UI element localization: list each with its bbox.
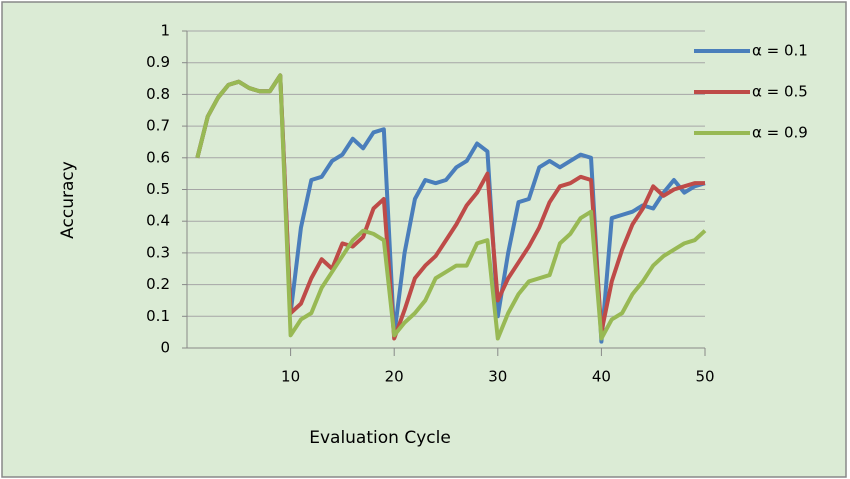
x-tick-label: 20 xyxy=(385,368,404,386)
y-tick-label: 0.9 xyxy=(146,53,170,71)
y-tick-label: 0.2 xyxy=(146,275,170,293)
y-tick-label: 1 xyxy=(160,22,170,40)
y-tick-label: 0.3 xyxy=(146,243,170,261)
x-tick-label: 40 xyxy=(592,368,611,386)
y-tick-label: 0 xyxy=(160,339,170,357)
y-tick-label: 0.4 xyxy=(146,212,170,230)
x-tick-label: 10 xyxy=(281,368,300,386)
y-tick-label: 0.5 xyxy=(146,180,170,198)
series-line xyxy=(195,73,707,341)
x-tick-label: 50 xyxy=(695,368,714,386)
y-tick-label: 0.6 xyxy=(146,148,170,166)
y-tick-label: 0.8 xyxy=(146,85,170,103)
x-axis-title: Evaluation Cycle xyxy=(309,428,451,448)
legend-label: α = 0.9 xyxy=(752,124,808,142)
x-tick-label: 30 xyxy=(488,368,507,386)
y-tick-label: 0.7 xyxy=(146,117,170,135)
y-tick-label: 0.1 xyxy=(146,307,170,325)
legend-label: α = 0.1 xyxy=(752,42,808,60)
legend-label: α = 0.5 xyxy=(752,83,808,101)
y-axis-title: Accuracy xyxy=(58,161,78,239)
